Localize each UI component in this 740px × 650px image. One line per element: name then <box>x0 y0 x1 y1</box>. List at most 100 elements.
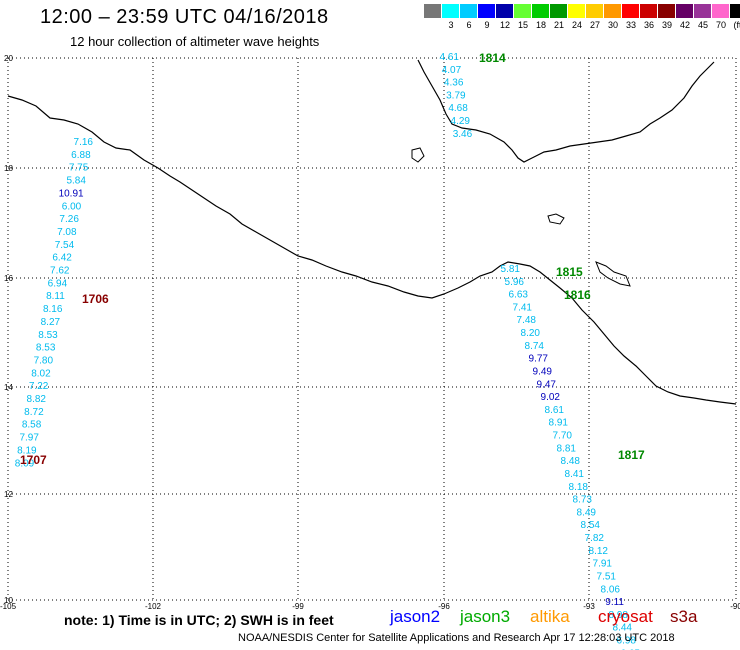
wave-height-value: 8.61 <box>545 405 565 416</box>
lake-outline-3 <box>411 147 425 163</box>
wave-height-value: 4.68 <box>448 103 468 114</box>
pass-time-label: 1706 <box>82 292 109 306</box>
track-1814: 4.61 4.07 4.363.79 4.68 4.29 3.46 1814 <box>440 51 506 140</box>
wave-height-value: 7.54 <box>55 240 75 251</box>
wave-height-value: 4.07 <box>442 65 462 76</box>
wave-height-value: 8.91 <box>549 418 569 429</box>
color-swatch <box>676 4 694 18</box>
wave-height-value: 6.00 <box>62 201 82 212</box>
color-swatch <box>640 4 658 18</box>
wave-height-value: 7.48 <box>517 315 537 326</box>
wave-height-value: 9.02 <box>541 392 561 403</box>
lake-outline <box>547 213 565 225</box>
color-scale-tick: 27 <box>589 20 600 30</box>
wave-height-value: 6.98 <box>617 635 637 646</box>
wave-height-value: 8.48 <box>561 456 581 467</box>
color-swatch <box>514 4 532 18</box>
wave-height-value: 8.27 <box>41 317 61 328</box>
latitude-label: 18 <box>4 164 13 173</box>
color-scale-tick: 33 <box>625 20 636 30</box>
pass-time-label: 1814 <box>479 51 506 65</box>
wave-height-value: 3.46 <box>453 129 473 140</box>
wave-height-value: 8.44 <box>613 623 633 634</box>
gulf-of-mexico-coastline <box>417 59 715 163</box>
latitude-label: 14 <box>4 383 13 392</box>
color-scale-tick: 18 <box>535 20 546 30</box>
wave-height-value: 8.72 <box>24 407 44 418</box>
wave-height-value: 8.53 <box>36 343 56 354</box>
color-swatch <box>712 4 730 18</box>
wave-height-value: 7.91 <box>593 559 613 570</box>
wave-height-value: 7.75 <box>69 163 89 174</box>
longitude-label: -105 <box>0 602 17 611</box>
wave-height-value: 8.49 <box>577 507 597 518</box>
wave-height-value: 7.16 <box>74 137 94 148</box>
wave-height-value: 9.47 <box>537 379 557 390</box>
wave-height-value: 6.42 <box>52 253 72 264</box>
wave-height-value: 8.81 <box>557 443 577 454</box>
color-scale-tick: 24 <box>571 20 582 30</box>
color-swatch <box>496 4 514 18</box>
wave-height-value: 8.11 <box>46 291 65 302</box>
wave-height-value: 3.79 <box>446 90 466 101</box>
latitude-label: 10 <box>4 596 13 605</box>
satellite-legend-item: cryosat <box>598 607 653 626</box>
color-scale-tick: 9 <box>484 20 490 30</box>
color-swatch <box>586 4 604 18</box>
footer-note: note: 1) Time is in UTC; 2) SWH is in fe… <box>64 612 334 628</box>
color-swatch <box>622 4 640 18</box>
wave-height-value: 8.12 <box>589 546 609 557</box>
map-subtitle: 12 hour collection of altimeter wave hei… <box>70 34 320 49</box>
color-swatch <box>550 4 568 18</box>
wave-height-value: 7.80 <box>34 355 54 366</box>
wave-height-value: 8.73 <box>573 495 593 506</box>
color-scale-tick: 3 <box>448 20 454 30</box>
wave-height-value: 6.88 <box>71 150 91 161</box>
wave-height-value: 6.94 <box>48 278 68 289</box>
wave-height-value: 7.62 <box>50 266 70 277</box>
wave-height-value: 7.41 <box>513 302 533 313</box>
color-scale-tick: 12 <box>499 20 510 30</box>
wave-height-value: 8.58 <box>22 420 42 431</box>
wave-height-value: 7.97 <box>19 433 39 444</box>
pass-time-label: 1816 <box>564 288 591 302</box>
wave-height-value: 7.51 <box>597 571 617 582</box>
color-scale-tick: 36 <box>643 20 654 30</box>
wave-height-value: 7.08 <box>57 227 77 238</box>
longitude-label: -102 <box>145 602 162 611</box>
wave-height-value: 8.19 <box>17 445 37 456</box>
map-title: 12:00 – 23:59 UTC 04/16/2018 <box>40 6 329 28</box>
color-swatch <box>478 4 496 18</box>
color-scale-tick: 39 <box>661 20 672 30</box>
wave-height-value: 8.16 <box>43 304 63 315</box>
wave-height-value: 8.18 <box>569 482 589 493</box>
wave-height-value: 9.49 <box>533 366 553 377</box>
wave-height-value: 8.02 <box>31 368 51 379</box>
wave-height-value: 8.98 <box>609 610 629 621</box>
pass-time-label: 1815 <box>556 265 583 279</box>
wave-height-value: 6.65 <box>621 648 641 650</box>
track-1815-1816-1817: 5.81 5.96 6.637.41 7.48 8.20 8.74 9.779.49 9.47… <box>501 264 645 650</box>
wave-height-value: 8.20 <box>521 328 541 339</box>
latitude-label: 16 <box>4 274 13 283</box>
wave-height-value: 6.63 <box>509 290 529 301</box>
color-swatch <box>424 4 442 18</box>
footer-credit: NOAA/NESDIS Center for Satellite Applica… <box>238 632 675 644</box>
color-swatch <box>532 4 550 18</box>
lake-outline-2 <box>595 261 631 287</box>
wave-height-value: 7.26 <box>59 214 79 225</box>
lat-lon-grid <box>7 57 737 601</box>
wave-height-value: 8.53 <box>38 330 58 341</box>
longitude-label: -99 <box>292 602 304 611</box>
color-scale-tick: 30 <box>607 20 618 30</box>
pass-time-label: 1817 <box>618 448 645 462</box>
coastline <box>7 95 737 405</box>
wave-height-value: 5.84 <box>66 176 86 187</box>
color-scale-tick: 45 <box>697 20 708 30</box>
wave-height-value: 7.22 <box>29 381 49 392</box>
satellite-legend-item: jason3 <box>460 607 511 626</box>
